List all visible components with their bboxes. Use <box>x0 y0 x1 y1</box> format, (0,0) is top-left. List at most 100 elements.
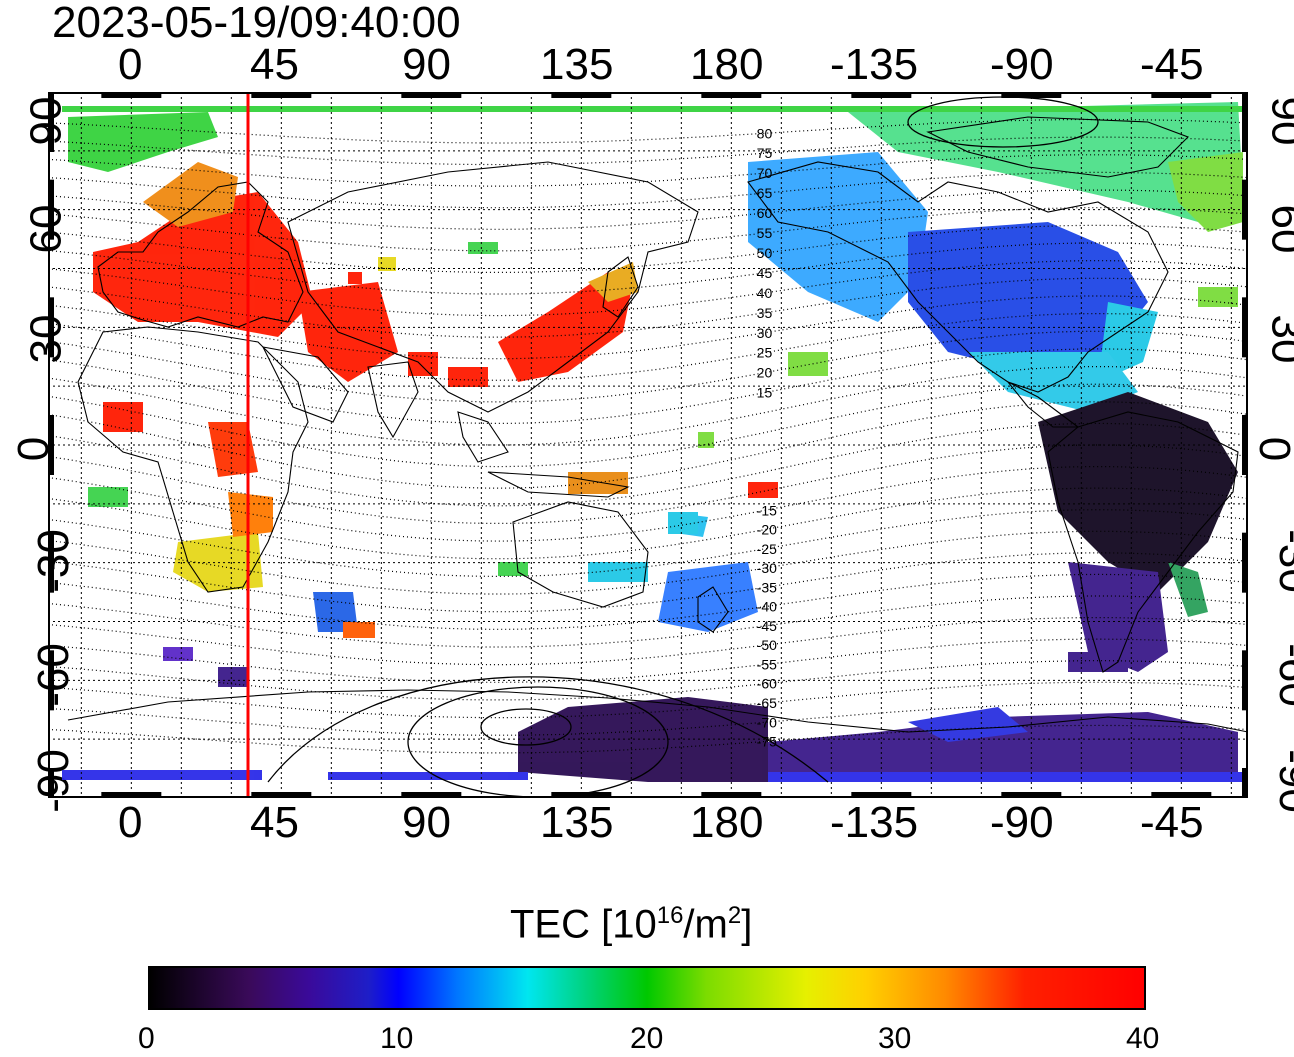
tec-map-svg: 80 75 70 65 60 55 50 45 40 35 30 25 20 15 -15 -20 -25 -30… <box>48 92 1248 828</box>
magnetic-latitude-label: -50 <box>757 637 777 653</box>
timestamp-label: 2023-05-19/09:40:00 <box>52 0 461 47</box>
magnetic-latitude-label: 40 <box>757 285 773 301</box>
frame-tick <box>851 92 912 98</box>
magnetic-latitude-label: -75 <box>757 734 777 750</box>
coastline-south-america <box>1047 411 1239 673</box>
tec-region-europe <box>93 192 313 337</box>
lat-label-right: -90 <box>1269 749 1294 813</box>
tec-speckle <box>448 367 488 387</box>
lon-label-bottom: 180 <box>690 798 764 847</box>
frame-tick <box>251 792 312 798</box>
tec-region-middle-east <box>298 282 398 382</box>
tec-region-south-america <box>1038 392 1238 592</box>
tec-region-south-america-south <box>1068 562 1168 672</box>
tec-region-antarctica-blue <box>908 707 1028 742</box>
tec-region-south-africa <box>173 532 263 592</box>
colorbar <box>148 966 1146 1010</box>
lat-label-right: 0 <box>1249 437 1294 461</box>
frame-tick <box>48 768 54 828</box>
frame-tick <box>48 415 54 475</box>
lon-label-top: 180 <box>690 40 764 89</box>
magnetic-latitude-label: -25 <box>757 541 777 557</box>
frame-tick <box>1242 415 1248 475</box>
frame-tick <box>1242 650 1248 711</box>
magnetic-contour <box>48 530 1248 595</box>
tec-strip-north <box>62 106 1248 112</box>
colorbar-title-suffix: ] <box>741 902 753 947</box>
lon-label-bottom: -45 <box>1140 798 1204 847</box>
tec-region-antarctica-west <box>768 712 1238 782</box>
colorbar-tick: 10 <box>380 1022 414 1055</box>
tec-strip-south-mid <box>328 772 528 780</box>
magnetic-contour <box>48 224 1248 273</box>
frame-tick <box>1151 92 1212 98</box>
frame-tick <box>101 92 162 98</box>
magnetic-contour <box>48 295 1248 360</box>
tec-speckle <box>588 562 648 582</box>
colorbar-title-prefix: TEC [10 <box>510 902 657 947</box>
tec-speckle <box>748 482 778 498</box>
magnetic-latitude-label: 75 <box>757 145 773 161</box>
frame-tick <box>1242 92 1248 152</box>
lon-label-bottom: -135 <box>830 798 919 847</box>
frame-tick <box>101 792 162 798</box>
lon-label-bottom: 90 <box>402 798 451 847</box>
tec-region-brazil-coast <box>1168 562 1208 617</box>
coastline-india <box>367 361 419 439</box>
coastline-greenland <box>926 116 1189 178</box>
tec-speckle <box>1068 652 1128 672</box>
tec-region-arctic-america <box>848 102 1243 222</box>
coastline-se-asia <box>457 411 509 463</box>
tec-speckle <box>343 622 375 638</box>
magnetic-latitude-label: 60 <box>757 205 773 221</box>
magnetic-latitude-label: -40 <box>757 599 777 615</box>
lon-label-bottom: 135 <box>540 798 614 847</box>
magnetic-latitude-label: 80 <box>757 125 773 141</box>
magnetic-latitude-label: -60 <box>757 676 777 692</box>
colorbar-tick: 20 <box>630 1022 664 1055</box>
lon-label-top: -135 <box>830 40 919 89</box>
magnetic-ring-inner <box>480 708 572 746</box>
frame-tick <box>1242 768 1248 828</box>
tec-region-new-zealand <box>658 562 758 632</box>
tec-speckle <box>498 562 528 576</box>
tec-speckle <box>103 402 143 432</box>
magnetic-latitude-label: 55 <box>757 225 773 241</box>
lat-label-right: -60 <box>1269 643 1294 707</box>
tec-map: 80 75 70 65 60 55 50 45 40 35 30 25 20 15 -15 -20 -25 -30… <box>48 92 1248 828</box>
tec-speckle <box>88 487 128 507</box>
magnetic-latitude-label: -70 <box>757 714 777 730</box>
frame-tick <box>48 532 54 593</box>
magnetic-latitude-label: 65 <box>757 185 773 201</box>
magnetic-labels: 80 75 70 65 60 55 50 45 40 35 30 25 20 15 -15 -20 -25 -30… <box>757 125 777 749</box>
lat-label-right: 90 <box>1262 96 1294 146</box>
magnetic-contour <box>48 312 1248 381</box>
magnetic-latitude-label: -15 <box>757 502 777 518</box>
frame-tick <box>401 792 462 798</box>
frame-tick <box>1242 179 1248 240</box>
lon-label-top: 90 <box>402 40 451 89</box>
coastline-japan <box>602 256 639 318</box>
colorbar-title-mid: /m <box>683 902 728 947</box>
tec-speckle <box>468 242 498 254</box>
frame-tick <box>48 179 54 240</box>
coastline-north-america <box>747 161 1169 393</box>
magnetic-latitude-label: 25 <box>757 345 773 361</box>
frame-tick <box>251 92 312 98</box>
coastline-europe <box>97 181 304 328</box>
magnetic-latitude-label: -55 <box>757 656 777 672</box>
tec-speckle <box>698 432 714 448</box>
tec-region-africa-east <box>208 422 258 477</box>
tec-speckle <box>348 272 362 284</box>
tec-speckle <box>218 667 248 687</box>
coastline-australia <box>512 501 649 608</box>
coastline-antarctica <box>67 689 1248 733</box>
colorbar-tick: 0 <box>138 1022 155 1055</box>
frame-tick <box>1242 297 1248 358</box>
magnetic-latitude-label: -30 <box>757 560 777 576</box>
colorbar-title: TEC [1016/m2] <box>510 902 752 947</box>
lon-label-top: 135 <box>540 40 614 89</box>
tec-region-north-america <box>908 222 1148 372</box>
tec-region-japan <box>588 262 638 302</box>
tec-region-africa-south <box>228 492 273 537</box>
